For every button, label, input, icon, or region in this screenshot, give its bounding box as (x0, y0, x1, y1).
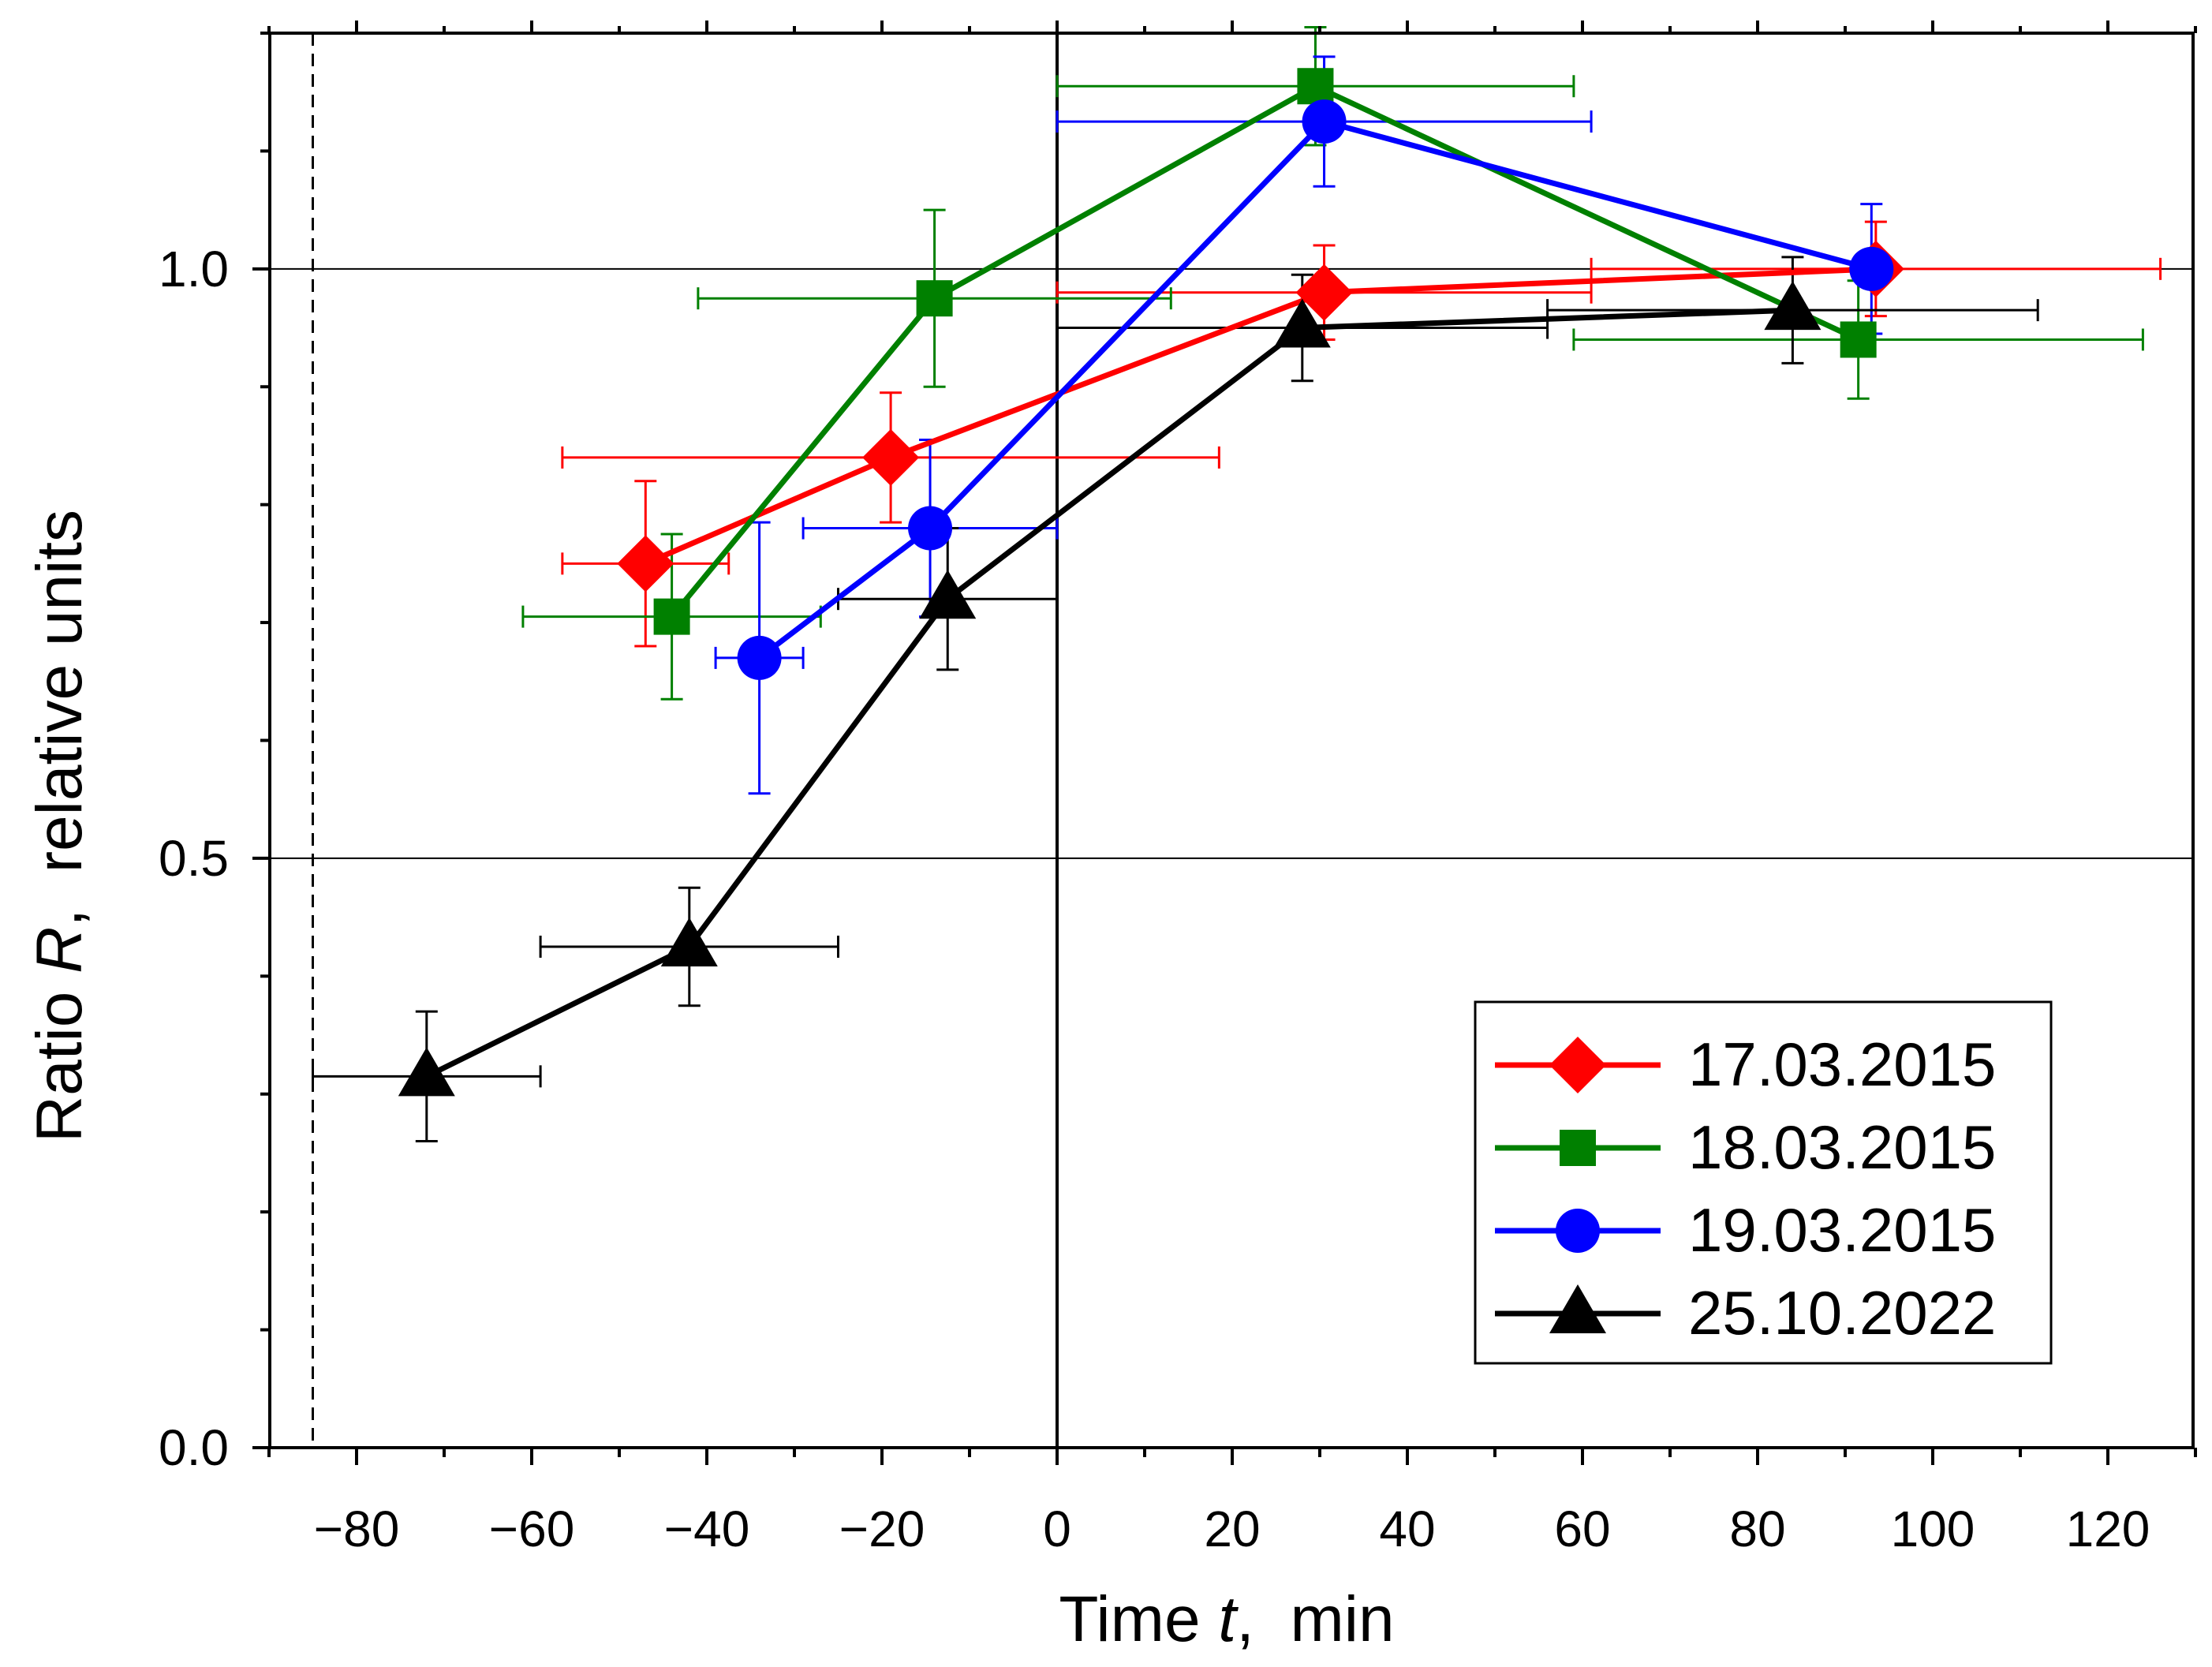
y-axis-label: Ratio R, relative units (24, 510, 95, 1142)
x-axis-label-var: t (1218, 1583, 1239, 1655)
y-tick-label-0: 0.0 (159, 1419, 229, 1476)
reference-lines (270, 33, 2193, 1448)
point-s1-p2 (1297, 68, 1334, 105)
point-s3-p2 (919, 570, 977, 619)
x-tick-label-0: −80 (314, 1501, 400, 1557)
x-tick-label-4: 0 (1043, 1501, 1071, 1557)
point-s1-p3 (1840, 321, 1877, 358)
series-line-19.03.2015 (757, 118, 1873, 660)
y-tick-label-2: 1.0 (159, 241, 229, 297)
legend-marker-0 (1549, 1037, 1606, 1093)
point-s0-p2 (1295, 264, 1353, 321)
y-axis-label-prefix: Ratio (24, 974, 95, 1142)
x-tick-label-2: −40 (664, 1501, 750, 1557)
point-s2-p0 (737, 635, 782, 680)
x-axis-label-suffix: , min (1236, 1583, 1394, 1655)
point-s1-p1 (916, 280, 953, 317)
x-tick-label-3: −20 (839, 1501, 925, 1557)
x-tick-label-7: 60 (1554, 1501, 1610, 1557)
series-line-17.03.2015 (644, 266, 1876, 566)
point-s2-p1 (908, 506, 953, 551)
tick-labels: −80 −60 −40 −20 0 20 40 60 80 100 120 0.0 0.5 1.0 (159, 241, 2150, 1557)
y-axis-label-var: R (24, 927, 95, 974)
x-tick-label-10: 120 (2066, 1501, 2150, 1557)
legend-label-0: 17.03.2015 (1688, 1030, 1996, 1099)
x-tick-label-6: 40 (1379, 1501, 1435, 1557)
point-s3-p0 (398, 1047, 455, 1097)
axis-ticks (252, 21, 2197, 1465)
point-s1-p0 (653, 598, 690, 635)
point-s3-p3 (1273, 298, 1331, 348)
y-tick-label-1: 0.5 (159, 830, 229, 887)
legend: 17.03.2015 18.03.2015 19.03.2015 25.10.2022 (1474, 1000, 2053, 1365)
x-axis-label: Time t, min (1059, 1583, 1394, 1655)
legend-label-1: 18.03.2015 (1688, 1112, 1996, 1182)
point-s2-p3 (1849, 246, 1894, 291)
point-s3-p1 (660, 917, 718, 966)
series-line-18.03.2015 (669, 83, 1860, 619)
point-s2-p2 (1302, 99, 1347, 144)
data-markers (398, 68, 1904, 1097)
legend-marker-2 (1556, 1209, 1600, 1253)
legend-label-2: 19.03.2015 (1688, 1195, 1996, 1265)
x-tick-label-1: −60 (489, 1501, 575, 1557)
x-tick-label-8: 80 (1729, 1501, 1785, 1557)
point-s0-p1 (862, 428, 920, 486)
x-tick-label-5: 20 (1204, 1501, 1260, 1557)
point-s0-p0 (617, 535, 674, 592)
x-axis-label-prefix: Time (1059, 1583, 1218, 1655)
y-axis-label-suffix: , relative units (24, 510, 95, 927)
x-tick-label-9: 100 (1891, 1501, 1975, 1557)
legend-label-3: 25.10.2022 (1688, 1278, 1996, 1347)
point-s3-p4 (1764, 281, 1822, 331)
legend-marker-1 (1560, 1130, 1596, 1166)
legend-marker-3 (1549, 1284, 1606, 1333)
